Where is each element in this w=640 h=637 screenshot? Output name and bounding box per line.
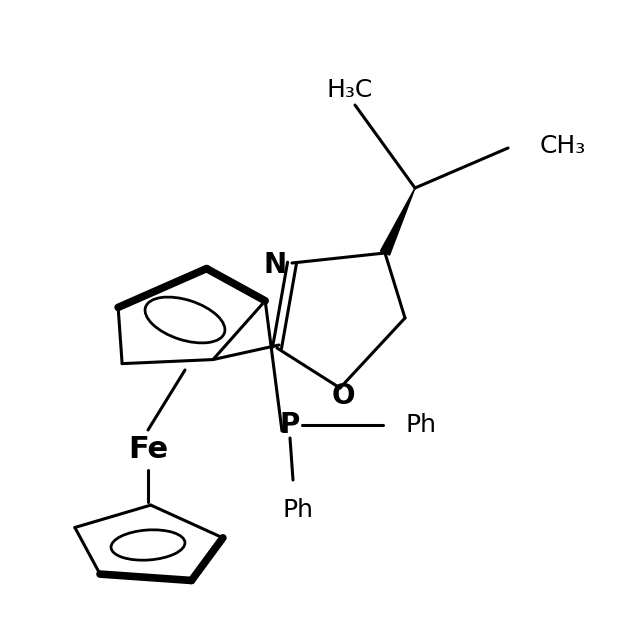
Text: H₃C: H₃C: [327, 78, 373, 102]
Text: P: P: [280, 411, 300, 439]
Text: Fe: Fe: [128, 436, 168, 464]
Text: CH₃: CH₃: [540, 134, 586, 158]
Text: Ph: Ph: [405, 413, 436, 437]
Polygon shape: [380, 188, 415, 255]
Text: O: O: [332, 382, 355, 410]
Text: Ph: Ph: [282, 498, 314, 522]
Text: N: N: [264, 251, 287, 279]
